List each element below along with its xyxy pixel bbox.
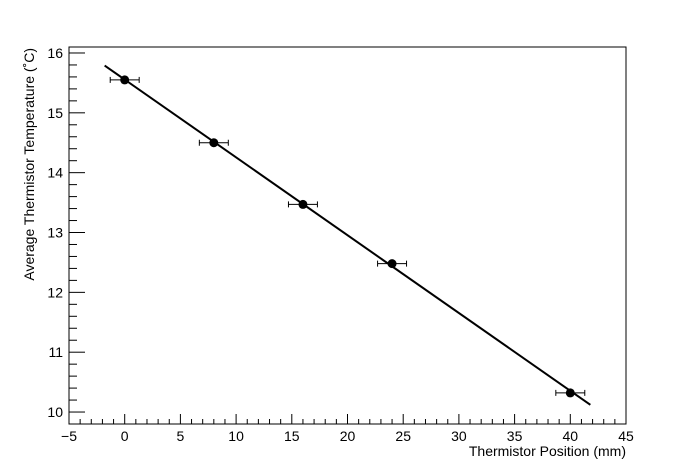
x-axis-title: Thermistor Position (mm) — [469, 443, 626, 459]
data-points — [109, 75, 586, 398]
x-tick-label: 20 — [340, 428, 356, 444]
y-tick-label: 11 — [48, 344, 63, 360]
x-tick-label: 5 — [177, 428, 185, 444]
x-tick-label: 35 — [507, 428, 523, 444]
data-point — [298, 199, 308, 209]
x-tick-label: 40 — [563, 428, 579, 444]
x-tick-label: −5 — [61, 428, 77, 444]
x-tick-label: 30 — [451, 428, 467, 444]
x-tick-label: 25 — [395, 428, 411, 444]
data-point — [387, 259, 397, 269]
y-tick-label: 14 — [47, 165, 63, 181]
fit-line — [104, 64, 591, 406]
x-axis: −5 0 5 10 15 20 25 30 35 40 45 — [61, 414, 634, 444]
y-tick-label: 12 — [47, 284, 63, 300]
y-axis-title: Average Thermistor Temperature (˚C) — [21, 48, 37, 281]
x-tick-label: 15 — [284, 428, 300, 444]
data-point — [120, 75, 130, 85]
y-tick-label: 10 — [47, 404, 63, 420]
y-tick-label: 15 — [47, 105, 63, 121]
data-point — [565, 388, 575, 398]
x-tick-label: 0 — [121, 428, 129, 444]
data-point — [209, 138, 219, 148]
y-tick-label: 13 — [47, 225, 63, 241]
y-tick-label: 16 — [47, 45, 63, 61]
x-tick-label: 45 — [618, 428, 634, 444]
x-tick-label: 10 — [228, 428, 244, 444]
fit-line-group — [104, 64, 591, 406]
y-axis: 10 11 12 13 14 15 16 — [47, 45, 85, 425]
